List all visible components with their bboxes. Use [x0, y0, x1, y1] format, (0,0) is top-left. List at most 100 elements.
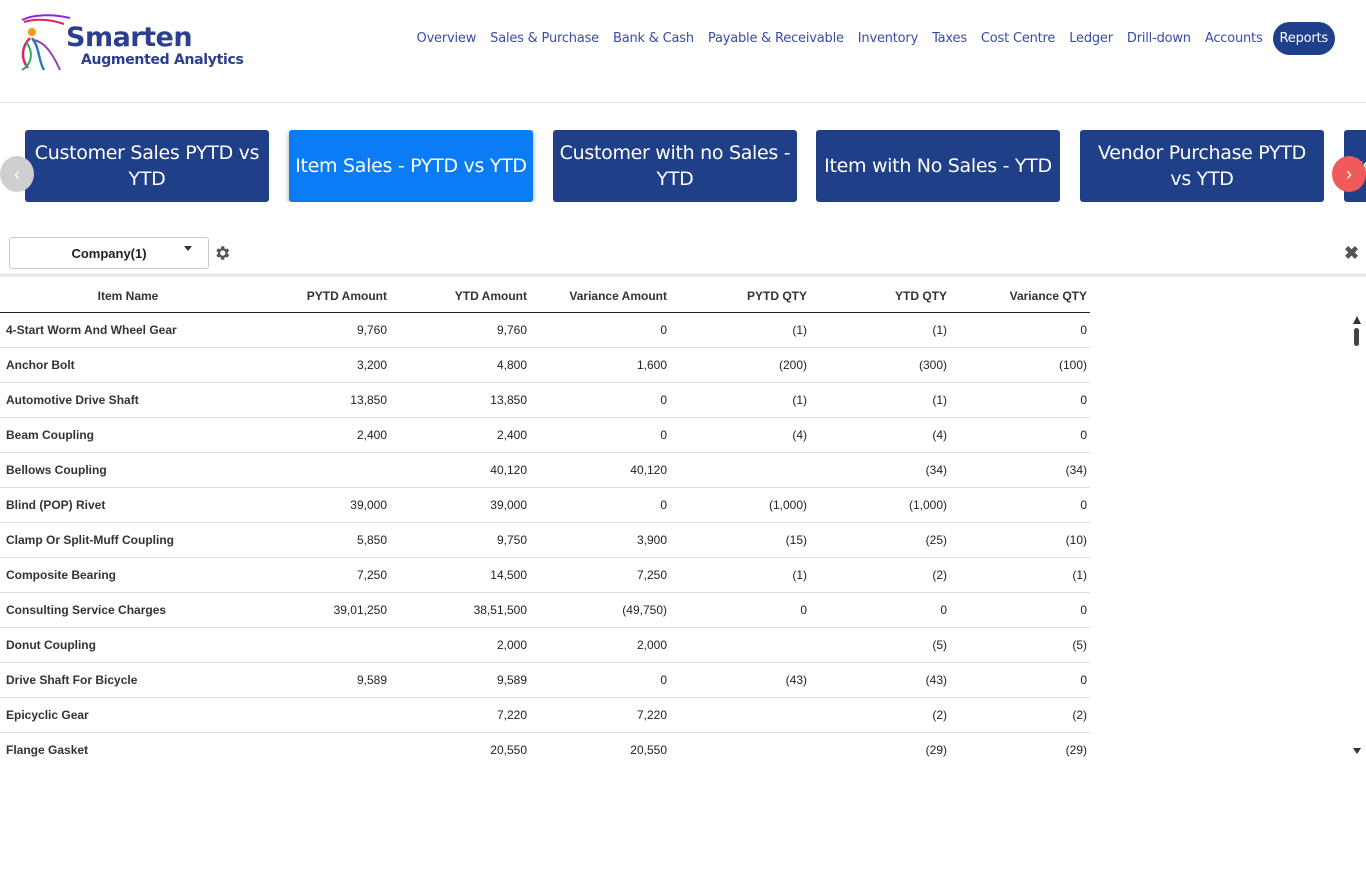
value-cell: 3,900 — [530, 522, 670, 558]
value-cell: 39,01,250 — [256, 592, 390, 628]
value-cell: (10) — [950, 522, 1090, 558]
value-cell: 7,220 — [530, 697, 670, 733]
item-name-cell: Consulting Service Charges — [0, 592, 256, 628]
value-cell: 39,000 — [256, 487, 390, 523]
table-row[interactable]: Anchor Bolt 3,200 4,800 1,600 (200) (300) (100… — [0, 347, 1090, 383]
nav-reports[interactable]: Reports — [1272, 22, 1335, 55]
value-cell: 7,220 — [390, 697, 530, 733]
value-cell: (1) — [950, 557, 1090, 593]
item-sales-table: Item Name PYTD Amount YTD Amount Varianc… — [0, 280, 1090, 757]
item-name-cell: Bellows Coupling — [0, 452, 256, 488]
value-cell: (43) — [670, 662, 810, 698]
column-header[interactable]: PYTD Amount — [256, 280, 390, 313]
value-cell: 3,200 — [256, 347, 390, 383]
value-cell: (300) — [810, 347, 950, 383]
report-card-vendor-purchase[interactable]: Vendor Purchase PYTD vs YTD — [1080, 130, 1324, 202]
value-cell: 20,550 — [530, 732, 670, 757]
column-header[interactable]: PYTD QTY — [670, 280, 810, 313]
value-cell: 0 — [530, 417, 670, 453]
scroll-down-icon[interactable] — [1353, 748, 1361, 754]
value-cell — [256, 732, 390, 757]
table-row[interactable]: Bellows Coupling 40,120 40,120 (34) (34) — [0, 452, 1090, 488]
value-cell: 2,400 — [390, 417, 530, 453]
nav-sales-purchase[interactable]: Sales & Purchase — [490, 31, 599, 46]
chevron-right-icon[interactable]: › — [1332, 156, 1366, 192]
value-cell: 0 — [530, 312, 670, 348]
column-header[interactable]: Item Name — [0, 280, 256, 313]
report-card-customer-sales[interactable]: Customer Sales PYTD vs YTD — [25, 130, 269, 202]
value-cell: 9,750 — [390, 522, 530, 558]
table-row[interactable]: Donut Coupling 2,000 2,000 (5) (5) — [0, 627, 1090, 663]
value-cell: 0 — [810, 592, 950, 628]
table-row[interactable]: Composite Bearing 7,250 14,500 7,250 (1) (2)(… — [0, 557, 1090, 593]
nav-bank-cash[interactable]: Bank & Cash — [612, 31, 694, 46]
value-cell: (1,000) — [670, 487, 810, 523]
report-card-item-sales[interactable]: Item Sales - PYTD vs YTD — [289, 130, 533, 202]
value-cell: 13,850 — [256, 382, 390, 418]
column-header[interactable]: Variance Amount — [530, 280, 670, 313]
value-cell: (1) — [670, 382, 810, 418]
scroll-up-icon[interactable] — [1353, 316, 1361, 324]
value-cell: (4) — [810, 417, 950, 453]
nav-inventory[interactable]: Inventory — [857, 31, 919, 46]
item-name-cell: Donut Coupling — [0, 627, 256, 663]
report-card-customer-no-sales[interactable]: Customer with no Sales - YTD — [553, 130, 797, 202]
company-filter-dropdown[interactable]: Company(1) — [9, 237, 209, 269]
gear-icon[interactable] — [213, 244, 231, 262]
table-row[interactable]: 4-Start Worm And Wheel Gear 9,760 9,760 0 (1… — [0, 312, 1090, 348]
company-filter-label: Company(1) — [71, 245, 147, 261]
nav-payable-receivable[interactable]: Payable & Receivable — [707, 31, 844, 46]
nav-overview[interactable]: Overview — [416, 31, 477, 46]
value-cell: 14,500 — [390, 557, 530, 593]
value-cell: (43) — [810, 662, 950, 698]
value-cell — [256, 452, 390, 488]
item-name-cell: Composite Bearing — [0, 557, 256, 593]
brand-subtitle: Augmented Analytics — [81, 52, 244, 68]
app-header: Smarten Augmented Analytics Overview Sal… — [0, 0, 1366, 103]
column-header[interactable]: YTD QTY — [810, 280, 950, 313]
table-row[interactable]: Drive Shaft For Bicycle 9,589 9,589 0 (43) (4… — [0, 662, 1090, 698]
nav-taxes[interactable]: Taxes — [932, 31, 967, 46]
value-cell: (34) — [950, 452, 1090, 488]
value-cell: (1) — [810, 312, 950, 348]
value-cell: 0 — [950, 382, 1090, 418]
value-cell: 4,800 — [390, 347, 530, 383]
table-row[interactable]: Clamp Or Split-Muff Coupling 5,850 9,750 3,… — [0, 522, 1090, 558]
value-cell: (200) — [670, 347, 810, 383]
table-row[interactable]: Consulting Service Charges 39,01,250 38,51… — [0, 592, 1090, 628]
table-row[interactable]: Epicyclic Gear 7,220 7,220 (2) (2) — [0, 697, 1090, 733]
item-name-cell: Beam Coupling — [0, 417, 256, 453]
value-cell: 1,600 — [530, 347, 670, 383]
value-cell: (5) — [810, 627, 950, 663]
table-row[interactable]: Blind (POP) Rivet 39,000 39,000 0 (1,000) (1,… — [0, 487, 1090, 523]
value-cell: 20,550 — [390, 732, 530, 757]
main-nav: Overview Sales & Purchase Bank & Cash Pa… — [410, 22, 1335, 55]
report-card-item-no-sales[interactable]: Item with No Sales - YTD — [816, 130, 1060, 202]
table-row[interactable]: Beam Coupling 2,400 2,400 0 (4) (4) 0 — [0, 417, 1090, 453]
table-row[interactable]: Flange Gasket 20,550 20,550 (29) (29) — [0, 732, 1090, 757]
value-cell: (34) — [810, 452, 950, 488]
value-cell: 9,760 — [390, 312, 530, 348]
value-cell: 39,000 — [390, 487, 530, 523]
value-cell: (4) — [670, 417, 810, 453]
item-name-cell: Epicyclic Gear — [0, 697, 256, 733]
table-scrollbar[interactable] — [1350, 316, 1364, 756]
nav-drill-down[interactable]: Drill-down — [1126, 31, 1191, 46]
scroll-thumb[interactable] — [1354, 328, 1359, 346]
value-cell: 9,589 — [256, 662, 390, 698]
column-header[interactable]: Variance QTY — [950, 280, 1090, 313]
nav-cost-centre[interactable]: Cost Centre — [980, 31, 1056, 46]
nav-accounts[interactable]: Accounts — [1204, 31, 1263, 46]
table-row[interactable]: Automotive Drive Shaft 13,850 13,850 0 (1) (1… — [0, 382, 1090, 418]
close-icon[interactable]: ✖ — [1344, 243, 1360, 263]
value-cell: (29) — [810, 732, 950, 757]
value-cell: (1) — [670, 312, 810, 348]
chevron-left-icon[interactable]: ‹ — [0, 156, 34, 192]
value-cell: (5) — [950, 627, 1090, 663]
brand-logo[interactable]: Smarten Augmented Analytics — [14, 12, 244, 74]
value-cell: (1,000) — [810, 487, 950, 523]
value-cell: (2) — [810, 697, 950, 733]
value-cell: (1) — [810, 382, 950, 418]
column-header[interactable]: YTD Amount — [390, 280, 530, 313]
nav-ledger[interactable]: Ledger — [1069, 31, 1113, 46]
